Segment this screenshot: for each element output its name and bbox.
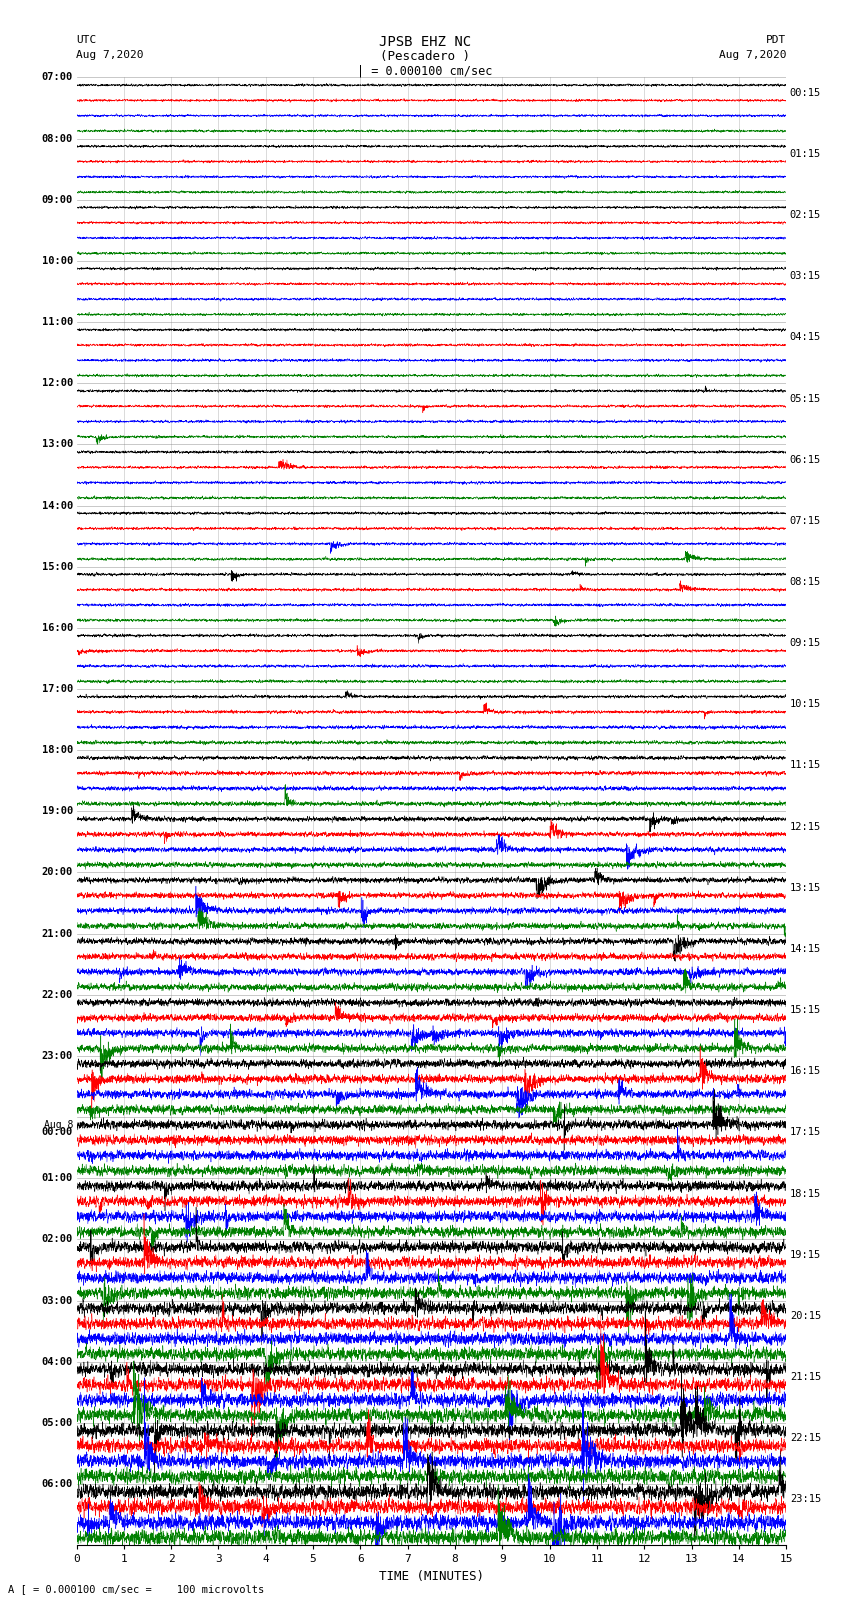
Text: 12:00: 12:00 <box>42 377 73 389</box>
Text: 23:15: 23:15 <box>790 1494 821 1505</box>
Text: UTC: UTC <box>76 35 97 45</box>
Text: 11:15: 11:15 <box>790 760 821 771</box>
Text: 06:15: 06:15 <box>790 455 821 465</box>
Text: 08:00: 08:00 <box>42 134 73 144</box>
Text: 20:15: 20:15 <box>790 1311 821 1321</box>
Text: 20:00: 20:00 <box>42 868 73 877</box>
Text: 03:15: 03:15 <box>790 271 821 281</box>
Text: 19:15: 19:15 <box>790 1250 821 1260</box>
Text: 10:15: 10:15 <box>790 700 821 710</box>
Text: 14:15: 14:15 <box>790 944 821 953</box>
Text: 07:00: 07:00 <box>42 73 73 82</box>
Text: 15:00: 15:00 <box>42 561 73 571</box>
Text: 07:15: 07:15 <box>790 516 821 526</box>
Text: JPSB EHZ NC: JPSB EHZ NC <box>379 35 471 50</box>
Text: 04:00: 04:00 <box>42 1357 73 1366</box>
Text: A [ = 0.000100 cm/sec =    100 microvolts: A [ = 0.000100 cm/sec = 100 microvolts <box>8 1584 264 1594</box>
Text: Aug 8: Aug 8 <box>43 1119 73 1129</box>
Text: 22:00: 22:00 <box>42 990 73 1000</box>
Text: 18:00: 18:00 <box>42 745 73 755</box>
Text: Aug 7,2020: Aug 7,2020 <box>719 50 786 60</box>
Text: 00:00: 00:00 <box>42 1127 73 1137</box>
Text: 16:00: 16:00 <box>42 623 73 632</box>
Text: 02:15: 02:15 <box>790 210 821 219</box>
Text: 17:15: 17:15 <box>790 1127 821 1137</box>
Text: 10:00: 10:00 <box>42 256 73 266</box>
Text: 06:00: 06:00 <box>42 1479 73 1489</box>
Text: 22:15: 22:15 <box>790 1434 821 1444</box>
Text: 05:15: 05:15 <box>790 394 821 403</box>
Text: 11:00: 11:00 <box>42 318 73 327</box>
Text: 19:00: 19:00 <box>42 806 73 816</box>
Text: 23:00: 23:00 <box>42 1052 73 1061</box>
Text: 13:00: 13:00 <box>42 439 73 450</box>
Text: 12:15: 12:15 <box>790 821 821 832</box>
Text: (Pescadero ): (Pescadero ) <box>380 50 470 63</box>
Text: 04:15: 04:15 <box>790 332 821 342</box>
Text: 16:15: 16:15 <box>790 1066 821 1076</box>
Text: 05:00: 05:00 <box>42 1418 73 1428</box>
Text: 14:00: 14:00 <box>42 500 73 511</box>
Text: 09:15: 09:15 <box>790 639 821 648</box>
Text: 03:00: 03:00 <box>42 1295 73 1305</box>
Text: 13:15: 13:15 <box>790 882 821 892</box>
Text: 02:00: 02:00 <box>42 1234 73 1245</box>
X-axis label: TIME (MINUTES): TIME (MINUTES) <box>379 1569 484 1582</box>
Text: 15:15: 15:15 <box>790 1005 821 1015</box>
Text: 09:00: 09:00 <box>42 195 73 205</box>
Text: 17:00: 17:00 <box>42 684 73 694</box>
Text: 21:00: 21:00 <box>42 929 73 939</box>
Text: 18:15: 18:15 <box>790 1189 821 1198</box>
Text: Aug 7,2020: Aug 7,2020 <box>76 50 144 60</box>
Text: | = 0.000100 cm/sec: | = 0.000100 cm/sec <box>357 65 493 77</box>
Text: 08:15: 08:15 <box>790 577 821 587</box>
Text: 21:15: 21:15 <box>790 1373 821 1382</box>
Text: 01:15: 01:15 <box>790 148 821 158</box>
Text: 01:00: 01:00 <box>42 1173 73 1184</box>
Text: 00:15: 00:15 <box>790 87 821 98</box>
Text: PDT: PDT <box>766 35 786 45</box>
